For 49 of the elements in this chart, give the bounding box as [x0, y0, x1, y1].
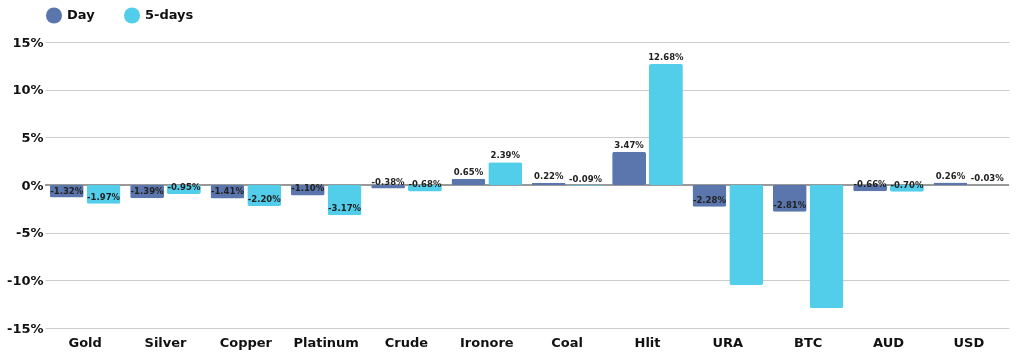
bar [648, 64, 683, 185]
x-tick-label: USD [953, 334, 985, 350]
y-tick-label: -10% [6, 272, 44, 288]
x-tick-label: BTC [794, 334, 823, 350]
data-label: -2.20% [247, 193, 282, 204]
data-label: -0.70% [890, 179, 924, 190]
data-label: -0.68% [408, 179, 442, 190]
data-label: -1.39% [130, 186, 165, 197]
data-label: 2.39% [490, 150, 521, 161]
y-tick-label: 0% [21, 177, 44, 193]
data-label: 0.26% [935, 170, 966, 181]
data-label: -0.03% [970, 173, 1005, 184]
x-tick-label: Coal [551, 334, 584, 350]
data-label: 0.22% [534, 170, 564, 181]
data-label: -0.38% [371, 176, 406, 187]
data-label: -2.28% [692, 194, 727, 205]
data-label: -2.81% [773, 199, 807, 210]
x-tick-label: Ironore [460, 334, 514, 350]
y-tick-label: -5% [16, 225, 44, 241]
bar [488, 162, 523, 185]
y-tick-label: 15% [12, 34, 44, 50]
legend-label: Day [67, 7, 96, 23]
data-label: 12.68% [648, 52, 685, 63]
bar [451, 178, 486, 185]
data-label: -1.41% [210, 186, 245, 197]
data-label: 3.47% [614, 139, 645, 150]
bar [729, 185, 764, 286]
bar [531, 182, 566, 185]
data-label: -3.17% [328, 203, 362, 214]
x-tick-label: Platinum [293, 334, 359, 350]
data-label: -1.10% [291, 183, 325, 194]
x-tick-label: URA [712, 334, 744, 350]
x-tick-label: Crude [384, 334, 429, 350]
data-label: -1.32% [50, 185, 84, 196]
data-label: -1.97% [87, 191, 121, 202]
data-label: 0.65% [453, 166, 484, 177]
y-tick-label: 10% [12, 82, 44, 98]
x-tick-label: Hlit [634, 334, 661, 350]
x-tick-label: Copper [219, 334, 273, 350]
data-label: -0.95% [167, 182, 201, 193]
data-label: -0.09% [569, 173, 603, 184]
x-tick-label: Silver [144, 334, 188, 350]
y-tick-label: 5% [21, 129, 44, 145]
bar [612, 151, 647, 185]
legend-label: 5-days [145, 7, 194, 23]
y-tick-label: -15% [6, 320, 44, 336]
x-tick-label: Gold [68, 334, 102, 350]
bar [809, 185, 844, 308]
x-tick-label: AUD [872, 334, 905, 350]
